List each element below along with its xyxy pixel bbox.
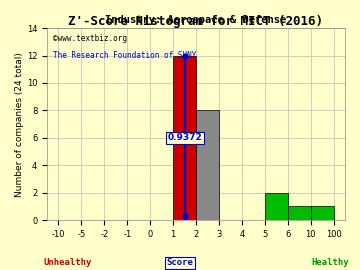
Bar: [265, 193, 288, 220]
Text: 0.9372: 0.9372: [167, 133, 202, 142]
Bar: [196, 110, 219, 220]
Text: Unhealthy: Unhealthy: [43, 258, 91, 267]
Y-axis label: Number of companies (24 total): Number of companies (24 total): [15, 52, 24, 197]
Text: Industry: Aerospace & Defense: Industry: Aerospace & Defense: [105, 15, 287, 25]
Text: Score: Score: [167, 258, 193, 267]
Text: Healthy: Healthy: [311, 258, 349, 267]
Bar: [311, 206, 333, 220]
Text: ©www.textbiz.org: ©www.textbiz.org: [53, 34, 127, 43]
Text: The Research Foundation of SUNY: The Research Foundation of SUNY: [53, 51, 196, 60]
Bar: [288, 206, 311, 220]
Bar: [173, 56, 196, 220]
Title: Z'-Score Histogram for MICT (2016): Z'-Score Histogram for MICT (2016): [68, 15, 324, 28]
